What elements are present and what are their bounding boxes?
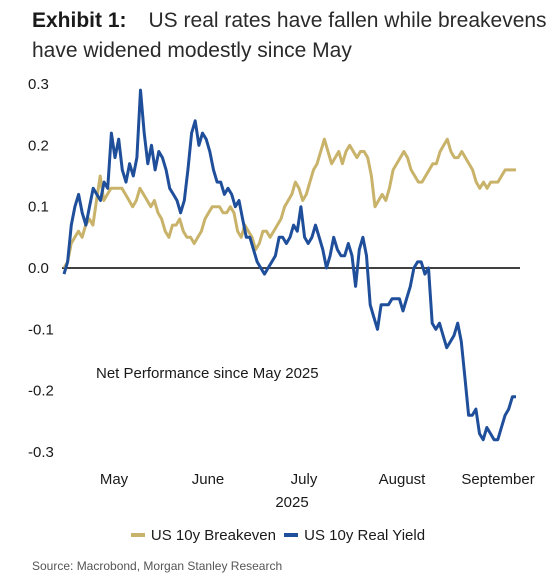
exhibit-label: Exhibit 1:: [32, 9, 127, 32]
chart-title: Exhibit 1: US real rates have fallen whil…: [32, 6, 547, 66]
legend-swatch-real-yield: [284, 533, 299, 537]
series-layer: [62, 88, 516, 442]
series-line-real-yield: [62, 88, 516, 442]
chart-annotation: Net Performance since May 2025: [96, 365, 319, 382]
source-note: Source: Macrobond, Morgan Stanley Resear…: [32, 559, 283, 573]
series-line-breakeven: [62, 137, 516, 269]
y-tick-label: -0.1: [28, 321, 54, 338]
chart-legend: US 10y Breakeven US 10y Real Yield: [0, 524, 556, 544]
legend-swatch-breakeven: [130, 533, 145, 537]
y-axis: 0.3 0.2 0.1 0.0 -0.1 -0.2 -0.3: [28, 76, 54, 461]
x-tick-label: July: [291, 471, 318, 488]
legend-item-real-yield: US 10y Real Yield: [284, 527, 425, 544]
y-tick-label: 0.1: [28, 199, 49, 216]
x-axis-title: 2025: [275, 494, 308, 511]
y-tick-label: 0.2: [28, 137, 49, 154]
legend-label-real-yield: US 10y Real Yield: [304, 526, 426, 544]
legend-item-breakeven: US 10y Breakeven: [130, 526, 276, 544]
y-tick-label: 0.0: [28, 260, 49, 277]
x-tick-label: May: [100, 471, 129, 488]
legend-label-breakeven: US 10y Breakeven: [150, 526, 276, 544]
chart-title-text: US real rates have fallen while breakeve…: [32, 9, 547, 62]
x-tick-label: June: [192, 471, 225, 488]
y-tick-label: 0.3: [28, 76, 49, 93]
x-axis: May June July August September: [100, 471, 535, 488]
x-tick-label: September: [461, 471, 534, 488]
x-tick-label: August: [379, 471, 427, 488]
y-tick-label: -0.2: [28, 383, 54, 400]
y-tick-label: -0.3: [28, 444, 54, 461]
